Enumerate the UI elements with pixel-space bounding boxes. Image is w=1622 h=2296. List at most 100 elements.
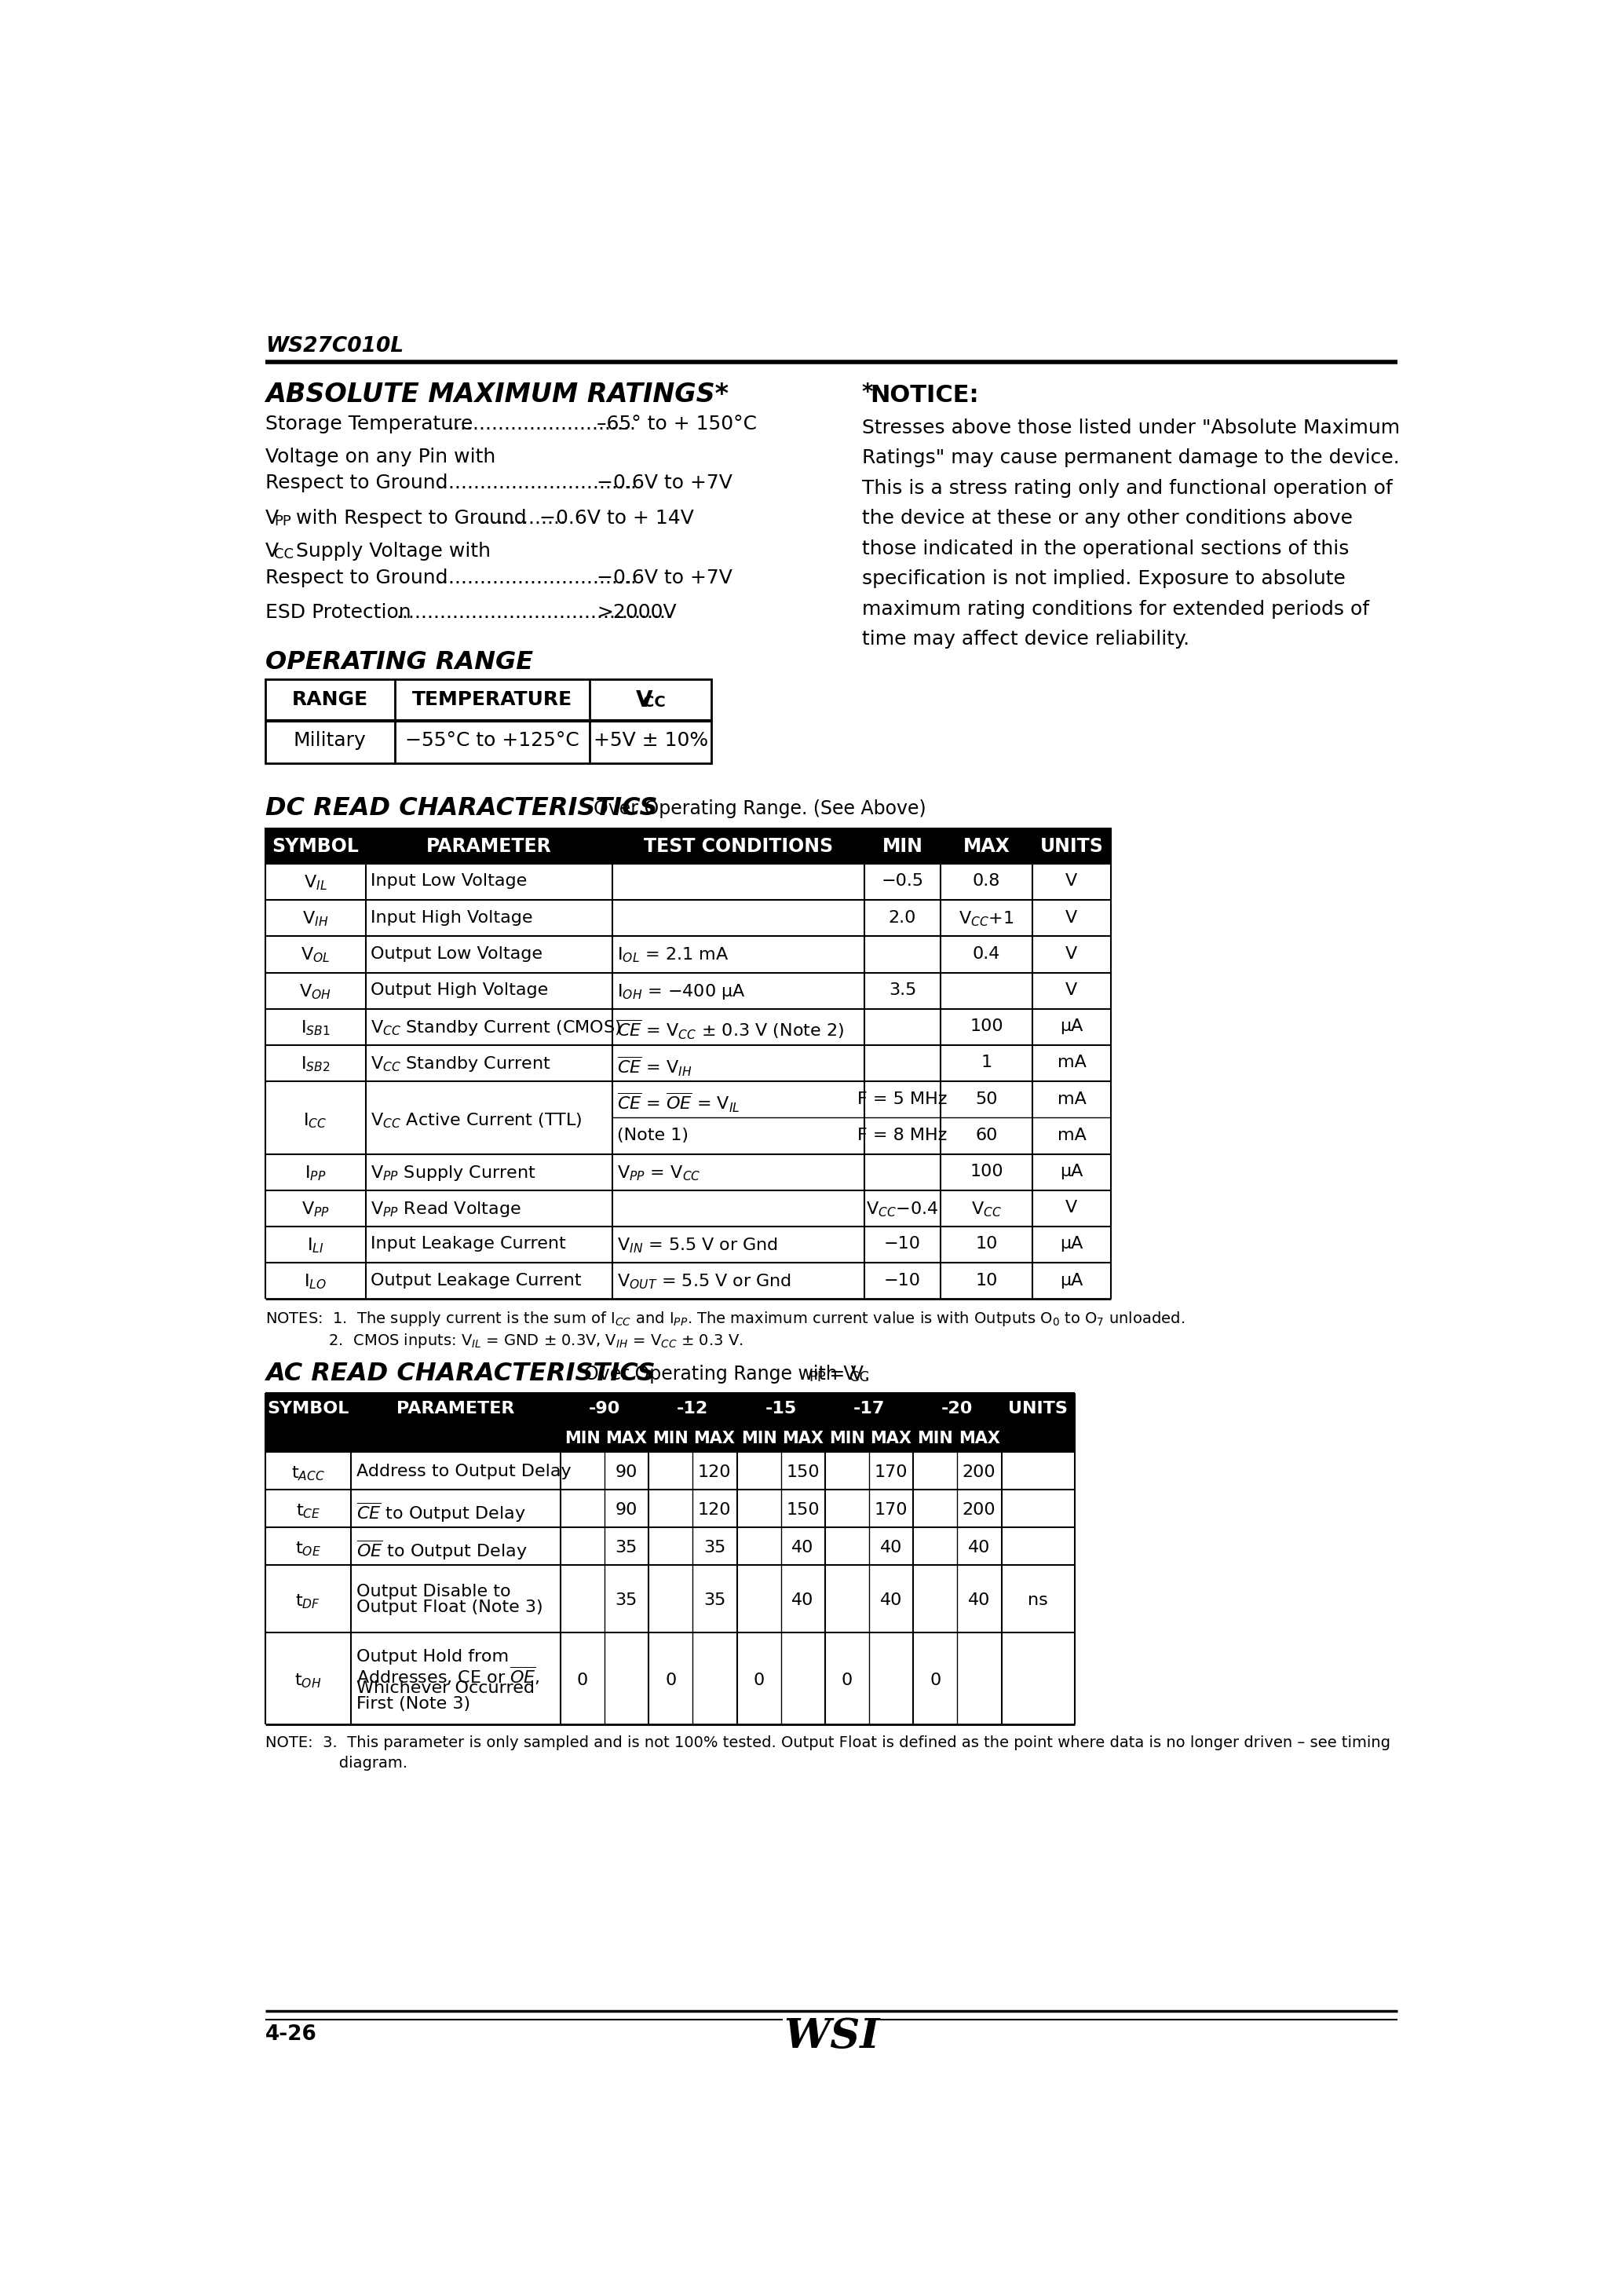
Text: I$_{LI}$: I$_{LI}$ [307,1235,324,1256]
Text: Supply Voltage with: Supply Voltage with [290,542,491,560]
Text: (Note 1): (Note 1) [616,1127,689,1143]
Text: V$_{IL}$: V$_{IL}$ [303,872,328,893]
Text: 90: 90 [615,1502,637,1518]
Text: −55°C to +125°C: −55°C to +125°C [406,732,579,751]
Text: ..............: .............. [478,510,566,528]
Text: Stresses above those listed under "Absolute Maximum: Stresses above those listed under "Absol… [861,418,1400,436]
Text: V: V [636,689,654,712]
Text: MIN: MIN [741,1430,777,1446]
Text: 10: 10 [975,1272,998,1288]
Text: UNITS: UNITS [1009,1401,1067,1417]
Text: CC: CC [642,696,665,709]
Text: >2000V: >2000V [597,604,676,622]
Text: I$_{OL}$ = 2.1 mA: I$_{OL}$ = 2.1 mA [616,946,728,964]
Text: = V: = V [824,1364,863,1382]
Text: SYMBOL: SYMBOL [268,1401,349,1417]
Text: 40: 40 [879,1593,902,1607]
Text: SYMBOL: SYMBOL [272,838,358,856]
Text: 0: 0 [665,1671,676,1688]
Text: *: * [861,381,873,404]
Text: MIN: MIN [918,1430,954,1446]
Bar [266,1424,1075,1451]
Text: I$_{LO}$: I$_{LO}$ [303,1272,326,1290]
Text: -17: -17 [853,1401,886,1417]
Text: 150: 150 [787,1502,819,1518]
Text: Voltage on any Pin with: Voltage on any Pin with [266,448,496,466]
Text: V$_{PP}$ Read Voltage: V$_{PP}$ Read Voltage [371,1201,521,1219]
Text: NOTE:  3.  This parameter is only sampled and is not 100% tested. Output Float i: NOTE: 3. This parameter is only sampled … [266,1736,1390,1750]
Text: V$_{IN}$ = 5.5 V or Gnd: V$_{IN}$ = 5.5 V or Gnd [616,1235,779,1256]
Text: μA: μA [1061,1272,1083,1288]
Text: V$_{CC}$−0.4: V$_{CC}$−0.4 [866,1201,939,1219]
Text: MAX: MAX [869,1430,912,1446]
Text: 35: 35 [615,1593,637,1607]
Text: $\overline{CE}$ = V$_{CC}$ ± 0.3 V (Note 2): $\overline{CE}$ = V$_{CC}$ ± 0.3 V (Note… [616,1019,843,1042]
Text: 40: 40 [879,1541,902,1554]
Text: V: V [1066,1201,1077,1215]
Text: Over Operating Range. (See Above): Over Operating Range. (See Above) [582,799,926,817]
Text: WS27C010L: WS27C010L [266,335,404,356]
Text: CC: CC [850,1371,869,1384]
Text: −10: −10 [884,1272,921,1288]
Text: Whichever Occurred: Whichever Occurred [357,1681,535,1697]
Text: I$_{SB1}$: I$_{SB1}$ [300,1019,331,1038]
Text: 100: 100 [970,1019,1002,1033]
Text: 0.8: 0.8 [973,872,1001,889]
Text: 0: 0 [842,1671,853,1688]
Text: 60: 60 [975,1127,998,1143]
Text: V$_{OH}$: V$_{OH}$ [298,983,331,1001]
Text: TEMPERATURE: TEMPERATURE [412,691,573,709]
Text: 2.0: 2.0 [889,909,916,925]
Text: mA: mA [1058,1054,1087,1070]
Text: First (Note 3): First (Note 3) [357,1697,470,1713]
Bar [266,680,712,762]
Text: 40: 40 [792,1593,814,1607]
Text: 40: 40 [792,1541,814,1554]
Text: MAX: MAX [782,1430,824,1446]
Text: 2.  CMOS inputs: V$_{IL}$ = GND ± 0.3V, V$_{IH}$ = V$_{CC}$ ± 0.3 V.: 2. CMOS inputs: V$_{IL}$ = GND ± 0.3V, V… [266,1332,743,1350]
Text: Output Hold from: Output Hold from [357,1649,509,1665]
Text: V$_{CC}$: V$_{CC}$ [972,1201,1002,1219]
Text: Respect to Ground: Respect to Ground [266,567,454,588]
Text: V$_{CC}$+1: V$_{CC}$+1 [959,909,1014,928]
Text: time may affect device reliability.: time may affect device reliability. [861,629,1189,650]
Text: diagram.: diagram. [266,1756,407,1770]
Text: I$_{OH}$ = −400 μA: I$_{OH}$ = −400 μA [616,983,746,1001]
Text: Input Low Voltage: Input Low Voltage [371,872,527,889]
Text: those indicated in the operational sections of this: those indicated in the operational secti… [861,540,1350,558]
Text: I$_{SB2}$: I$_{SB2}$ [300,1054,329,1075]
Text: 40: 40 [968,1593,991,1607]
Text: I$_{CC}$: I$_{CC}$ [303,1111,328,1130]
Text: -12: -12 [676,1401,709,1417]
Text: $\overline{CE}$ = $\overline{OE}$ = V$_{IL}$: $\overline{CE}$ = $\overline{OE}$ = V$_{… [616,1091,740,1114]
Text: MIN: MIN [564,1430,600,1446]
Text: OPERATING RANGE: OPERATING RANGE [266,650,534,675]
Text: CC: CC [274,546,294,560]
Text: μA: μA [1061,1164,1083,1180]
Text: V$_{PP}$ = V$_{CC}$: V$_{PP}$ = V$_{CC}$ [616,1164,701,1182]
Text: F = 8 MHz: F = 8 MHz [858,1127,947,1143]
Text: V$_{IH}$: V$_{IH}$ [302,909,328,928]
Text: $\overline{OE}$ to Output Delay: $\overline{OE}$ to Output Delay [357,1538,527,1561]
Text: μA: μA [1061,1019,1083,1033]
Text: TEST CONDITIONS: TEST CONDITIONS [644,838,832,856]
Bar [266,1394,1075,1424]
Text: −0.6V to +7V: −0.6V to +7V [597,567,733,588]
Text: MIN: MIN [882,838,923,856]
Text: 200: 200 [962,1502,996,1518]
Text: −0.6V to + 14V: −0.6V to + 14V [539,510,694,528]
Text: MAX: MAX [963,838,1011,856]
Text: with Respect to Ground: with Respect to Ground [290,510,527,528]
Text: -20: -20 [941,1401,973,1417]
Text: Input Leakage Current: Input Leakage Current [371,1235,566,1251]
Text: 120: 120 [697,1502,732,1518]
Text: 3.5: 3.5 [889,983,916,999]
Text: –65° to + 150°C: –65° to + 150°C [597,416,757,434]
Text: V: V [1066,872,1077,889]
Text: V: V [266,542,279,560]
Text: MIN: MIN [829,1430,865,1446]
Text: +5V ± 10%: +5V ± 10% [594,732,707,751]
Text: V: V [1066,946,1077,962]
Text: t$_{ACC}$: t$_{ACC}$ [290,1465,324,1483]
Text: DC READ CHARACTERISTICS: DC READ CHARACTERISTICS [266,797,657,820]
